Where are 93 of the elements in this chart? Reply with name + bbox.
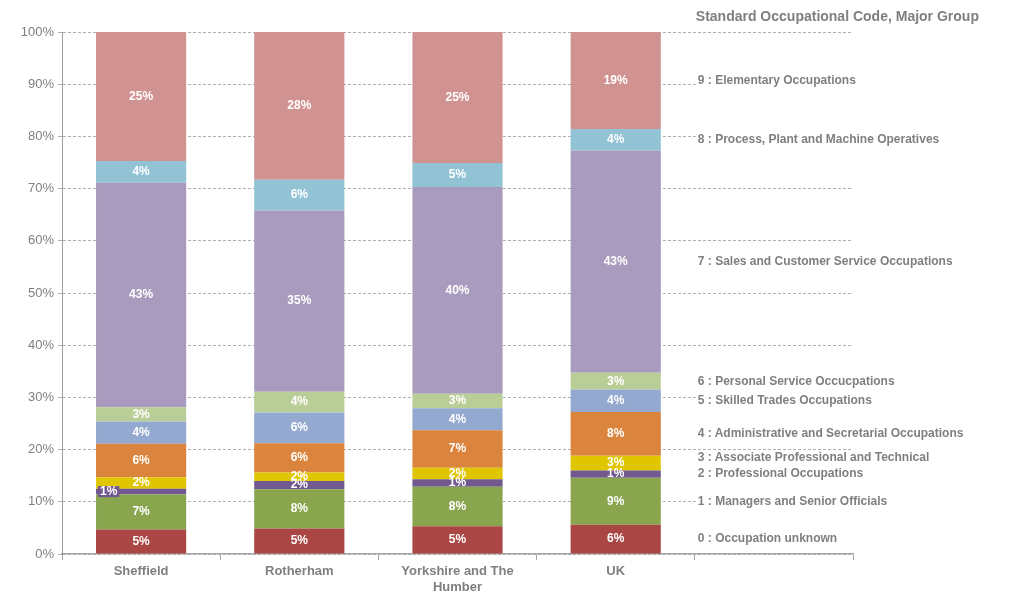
bar [96, 407, 187, 422]
y-tick-label: 50% [27, 284, 55, 300]
x-tick-label: Sheffield [113, 563, 169, 579]
text: 9 : Elementary Occupations [697, 72, 857, 87]
data-label: 25% [445, 89, 470, 104]
data-label: 1% [607, 466, 625, 481]
data-label: 1% [100, 483, 118, 498]
y-tick-label: 60% [27, 232, 55, 248]
text: 3 : Associate Professional and Technical [697, 450, 930, 465]
bar [96, 421, 187, 444]
bar [254, 412, 345, 444]
bar [570, 412, 661, 456]
y-tick-label: 10% [27, 493, 55, 509]
bar [570, 372, 661, 390]
data-label: 5% [448, 532, 467, 547]
bar [570, 389, 661, 413]
data-label: 7% [448, 441, 467, 456]
bar [254, 32, 345, 180]
text: 5 : Skilled Trades Occupations [697, 393, 873, 408]
text: 8 : Process, Plant and Machine Operatives [697, 132, 940, 147]
data-label: 25% [129, 88, 154, 103]
text: 7 : Sales and Customer Service Occupations [697, 253, 953, 268]
bar [254, 489, 345, 529]
y-tick-label: 90% [27, 75, 55, 91]
data-label: 4% [290, 394, 309, 409]
y-tick-label: 0% [35, 545, 55, 561]
bar [570, 524, 661, 554]
text: 4 : Administrative and Secretarial Occupations [697, 426, 964, 441]
bar [570, 477, 661, 525]
data-label: 6% [607, 531, 625, 546]
data-label: 4% [448, 411, 467, 426]
data-label: 6% [132, 452, 151, 467]
data-label: 8% [607, 426, 625, 441]
data-label: 35% [287, 293, 312, 308]
bar [96, 529, 187, 554]
legend-title: Standard Occupational Code, Major Group [695, 7, 979, 24]
bar [254, 443, 345, 473]
y-tick-label: 30% [27, 388, 55, 404]
bar [96, 160, 187, 183]
bar [570, 150, 661, 373]
data-label: 28% [287, 98, 312, 113]
y-tick-label: 20% [27, 441, 55, 457]
data-label: 6% [290, 187, 309, 202]
bar [412, 430, 503, 468]
data-label: 3% [132, 406, 151, 421]
x-tick-label: Rotherham [264, 563, 334, 579]
text: 2 : Professional Occupations [697, 466, 864, 481]
bar [412, 486, 503, 527]
data-label: 43% [603, 253, 629, 268]
bar [570, 32, 661, 130]
x-tick-label: UK [606, 563, 626, 579]
bar [254, 179, 345, 211]
bar [412, 163, 503, 188]
bar [96, 32, 187, 161]
data-label: 5% [448, 167, 467, 182]
x-tick-label: Yorkshire and The Humber [401, 563, 514, 594]
data-label: 43% [129, 287, 154, 302]
text: 0 : Occupation unknown [697, 531, 838, 546]
y-tick-label: 80% [27, 127, 55, 143]
bar [570, 129, 661, 151]
bar [254, 528, 345, 554]
data-label: 6% [290, 420, 309, 435]
text: 6 : Personal Service Occucpations [697, 373, 895, 388]
data-label: 4% [607, 393, 625, 408]
data-label: 8% [290, 501, 309, 516]
data-label: 7% [132, 504, 151, 519]
data-label: 9% [607, 493, 625, 508]
data-label: 40% [445, 282, 470, 297]
bar [412, 32, 503, 164]
data-label: 4% [132, 164, 151, 179]
bar [570, 470, 661, 478]
bar [96, 182, 187, 408]
bar [412, 408, 503, 431]
bar [254, 210, 345, 392]
data-label: 19% [603, 72, 629, 87]
data-label: 5% [132, 533, 151, 548]
data-label: 4% [132, 424, 151, 439]
y-tick-label: 100% [20, 23, 55, 39]
data-label: 8% [448, 498, 467, 513]
text: 1 : Managers and Senior Officials [697, 493, 888, 508]
bar [96, 494, 187, 530]
data-label: 3% [607, 373, 625, 388]
bar [254, 391, 345, 413]
y-tick-label: 70% [27, 180, 55, 196]
bar [412, 526, 503, 554]
y-tick-label: 40% [27, 336, 55, 352]
data-label: 2% [132, 475, 151, 490]
bar [96, 443, 187, 478]
data-label: 6% [290, 450, 309, 465]
data-label: 5% [290, 533, 309, 548]
data-label: 3% [448, 393, 467, 408]
bar [412, 187, 503, 394]
data-label: 4% [607, 132, 625, 147]
